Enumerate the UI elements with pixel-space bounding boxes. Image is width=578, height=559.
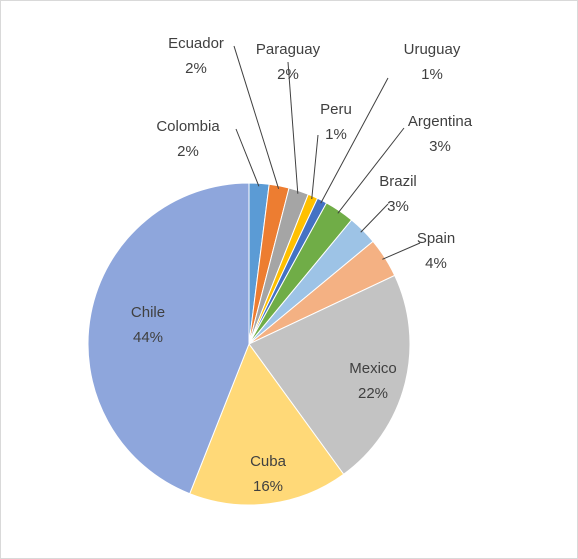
pie-slice	[248, 274, 411, 475]
category-label: Brazil	[379, 173, 417, 190]
leader-line	[337, 127, 405, 214]
value-label: 44%	[133, 329, 163, 346]
category-label: Uruguay	[404, 41, 461, 58]
pie-slice	[189, 342, 345, 506]
value-label: 1%	[421, 66, 443, 83]
pie-slice	[87, 182, 250, 495]
category-label: Mexico	[349, 360, 397, 377]
leader-line	[360, 203, 389, 233]
category-label: Cuba	[250, 453, 287, 470]
value-label: 4%	[425, 255, 447, 272]
value-label: 1%	[325, 126, 347, 143]
category-label: Argentina	[408, 113, 473, 130]
category-label: Colombia	[156, 118, 220, 135]
category-label: Peru	[320, 101, 352, 118]
value-label: 2%	[185, 60, 207, 77]
category-label: Paraguay	[256, 41, 321, 58]
leader-line	[382, 242, 421, 260]
value-label: 16%	[253, 478, 283, 495]
leader-line	[233, 45, 280, 189]
value-label: 3%	[387, 198, 409, 215]
category-label: Spain	[417, 230, 455, 247]
category-label: Ecuador	[168, 35, 224, 52]
leader-line	[235, 128, 260, 187]
leader-line	[287, 61, 299, 194]
value-label: 3%	[429, 138, 451, 155]
category-label: Chile	[131, 304, 165, 321]
leader-line	[311, 134, 319, 200]
value-label: 22%	[358, 385, 388, 402]
leader-line	[320, 77, 389, 204]
value-label: 2%	[277, 66, 299, 83]
value-label: 2%	[177, 143, 199, 160]
